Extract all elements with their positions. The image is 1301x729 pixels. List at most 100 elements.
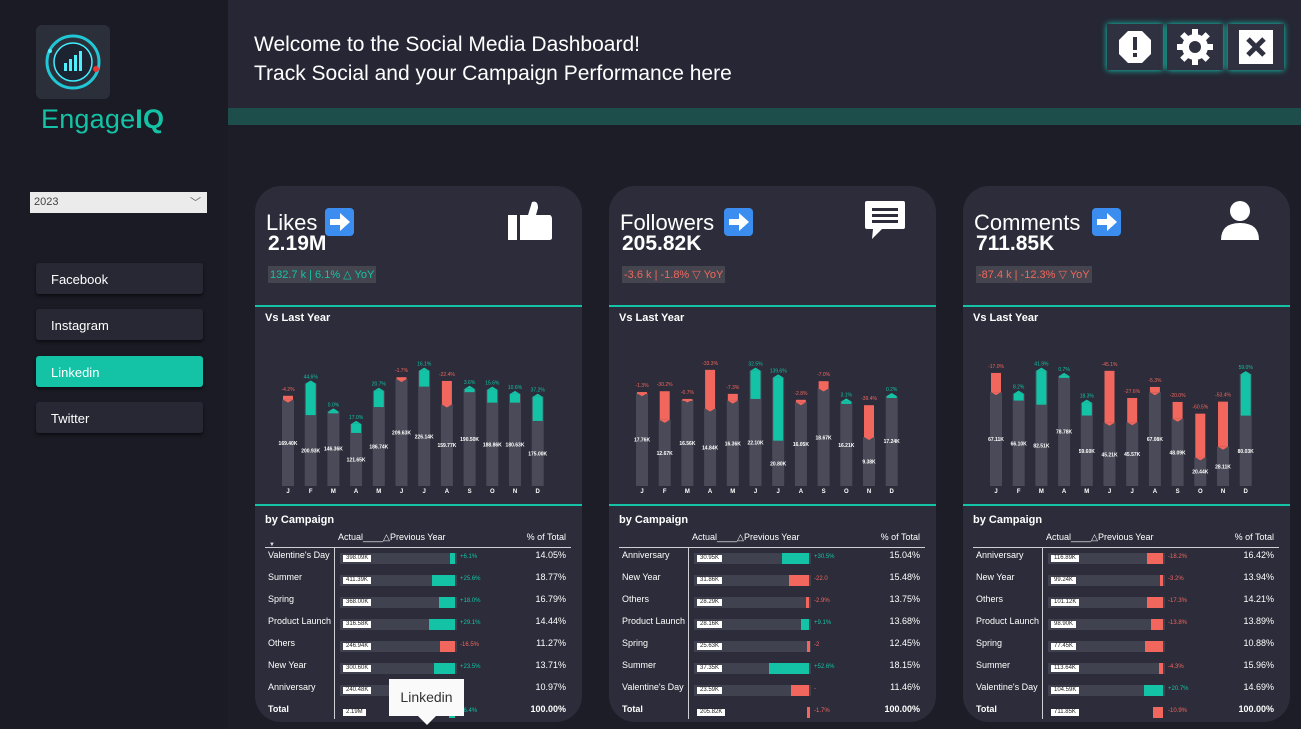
table-row[interactable]: Product Launch 28.16K +9.1% 13.68%	[609, 614, 936, 636]
chart-bar[interactable]	[1126, 422, 1139, 486]
chart-bar[interactable]	[463, 388, 476, 486]
table-row[interactable]: Total 205.82K -1.7% 100.00%	[609, 702, 936, 722]
chart-bar[interactable]	[1012, 393, 1025, 486]
campaign-change: +18.0%	[460, 598, 481, 604]
year-dropdown[interactable]: 2023 ﹀	[30, 192, 207, 213]
nav-linkedin-button[interactable]: Linkedin	[36, 356, 203, 387]
chart-value-label: 82.51K	[1033, 443, 1050, 449]
vs-last-year-title: Vs Last Year	[973, 312, 1039, 324]
table-row[interactable]: Summer 37.35K +52.6% 18.15%	[609, 658, 936, 680]
table-row[interactable]: New Year 31.86K -22.0 15.48%	[609, 570, 936, 592]
campaign-actual: 101.12K	[1051, 599, 1080, 606]
chart-bar[interactable]	[636, 393, 648, 486]
alert-button[interactable]	[1107, 24, 1163, 70]
table-row[interactable]: Anniversary 116.89K -18.2% 16.42%	[963, 548, 1290, 570]
campaign-track	[1048, 641, 1165, 652]
chart-bar[interactable]	[440, 404, 453, 486]
table-row[interactable]: New Year 300.60K +23.5% 13.71%	[255, 658, 582, 680]
chart-bar[interactable]	[681, 399, 694, 486]
chart-delta	[328, 411, 339, 414]
chart-bar[interactable]	[885, 395, 898, 486]
chart-tick-label: O	[844, 489, 849, 495]
chart-bar[interactable]	[1080, 402, 1093, 486]
chart-bar[interactable]	[418, 370, 431, 486]
chart-bar[interactable]	[486, 389, 499, 486]
chart-bar[interactable]	[350, 423, 363, 486]
campaign-pct: 100.00%	[530, 704, 566, 714]
campaign-pct: 14.05%	[535, 550, 566, 560]
table-row[interactable]: Summer 113.64K -4.3% 15.96%	[963, 658, 1290, 680]
chart-bar[interactable]	[1103, 422, 1116, 486]
campaign-track	[694, 575, 811, 586]
campaign-track	[1048, 575, 1165, 586]
campaign-name: Product Launch	[976, 616, 1040, 626]
table-row[interactable]: Spring 25.63K -2 12.45%	[609, 636, 936, 658]
chart-tick-label: D	[1244, 489, 1249, 495]
chart-change-label: 15.6%	[485, 381, 500, 387]
chart-delta	[637, 392, 647, 395]
sort-caret-icon[interactable]: ▼	[269, 542, 275, 548]
table-row[interactable]: Others 101.12K -17.3% 14.21%	[963, 592, 1290, 614]
chart-bar[interactable]	[840, 401, 853, 486]
chart-bar[interactable]	[794, 402, 807, 486]
campaign-name: New Year	[268, 660, 307, 670]
table-row[interactable]: Anniversary 30.95K +30.5% 15.04%	[609, 548, 936, 570]
chart-bar[interactable]	[1058, 375, 1071, 486]
table-row[interactable]: New Year 99.24K -3.2% 13.94%	[963, 570, 1290, 592]
chart-bar[interactable]	[863, 437, 875, 486]
chart-tick-label: S	[1176, 489, 1180, 495]
nav-twitter-button[interactable]: Twitter	[36, 402, 203, 433]
chart-delta	[305, 383, 316, 416]
chart-bar[interactable]	[395, 379, 408, 486]
table-row[interactable]: Valentine's Day 398.09K +6.1% 14.05%	[255, 548, 582, 570]
table-row[interactable]: Spring 368.00K +18.0% 16.79%	[255, 592, 582, 614]
table-row[interactable]: Spring 77.45K 10.88%	[963, 636, 1290, 658]
table-row[interactable]: Product Launch 98.90K -13.8% 13.89%	[963, 614, 1290, 636]
yoy-badge: 132.7 k | 6.1% △ YoY	[268, 266, 377, 283]
chart-tick-label: J	[286, 489, 289, 495]
chart-delta	[1149, 386, 1160, 393]
chart-bar[interactable]	[1217, 446, 1229, 486]
chart-delta	[1240, 374, 1251, 416]
table-row[interactable]: Others 28.29K -2.9% 13.75%	[609, 592, 936, 614]
table-row[interactable]: Summer 411.39K +25.6% 18.77%	[255, 570, 582, 592]
chart-bar[interactable]	[1171, 418, 1184, 486]
chart-bar[interactable]	[372, 390, 385, 486]
chart-bar[interactable]	[817, 388, 830, 486]
campaign-pct: 100.00%	[1238, 704, 1274, 714]
chart-delta-tip	[1081, 399, 1092, 403]
table-row[interactable]: Product Launch 316.58K +29.1% 14.44%	[255, 614, 582, 636]
nav-facebook-button[interactable]: Facebook	[36, 263, 203, 294]
vs-last-year-chart: -1.3% 17.76K J -30.2% 12.67K F -0.7% 16.56K M -33…	[634, 361, 900, 495]
arrow-right-icon[interactable]	[1092, 208, 1121, 236]
chart-bar[interactable]	[1194, 457, 1207, 486]
chart-bar[interactable]	[704, 408, 717, 486]
campaign-pct: 18.15%	[889, 660, 920, 670]
table-row[interactable]: Valentine's Day 104.59K +20.7% 14.69%	[963, 680, 1290, 702]
chart-bar[interactable]	[749, 370, 762, 486]
table-row[interactable]: Total 711.85K -10.9% 100.00%	[963, 702, 1290, 722]
table-row[interactable]: Others 246.94K -16.5% 11.27%	[255, 636, 582, 658]
close-button[interactable]	[1228, 24, 1284, 70]
chart-bar[interactable]	[327, 411, 340, 486]
arrow-right-icon[interactable]	[724, 208, 753, 236]
chart-bar[interactable]	[658, 419, 671, 486]
chart-tick-label: J	[1108, 489, 1111, 495]
nav-instagram-button[interactable]: Instagram	[36, 309, 203, 340]
chart-bar[interactable]	[726, 400, 739, 486]
campaign-actual: 711.85K	[1051, 709, 1079, 716]
arrow-right-icon[interactable]	[325, 208, 354, 236]
campaign-pct: 16.42%	[1243, 550, 1274, 560]
campaign-actual: 316.58K	[343, 621, 372, 628]
chart-bar[interactable]	[990, 392, 1002, 486]
chart-value-label: 186.74K	[369, 445, 388, 451]
settings-button[interactable]	[1167, 24, 1223, 70]
chart-tick-label: N	[1221, 489, 1225, 495]
chart-bar[interactable]	[282, 399, 294, 486]
chart-bar[interactable]	[1148, 392, 1161, 486]
campaign-change: +20.7%	[1168, 686, 1189, 692]
chart-change-label: 10.6%	[508, 385, 523, 391]
chart-change-label: -2.8%	[794, 391, 808, 397]
table-row[interactable]: Valentine's Day 23.59K - 11.46%	[609, 680, 936, 702]
chart-bar[interactable]	[509, 393, 521, 486]
